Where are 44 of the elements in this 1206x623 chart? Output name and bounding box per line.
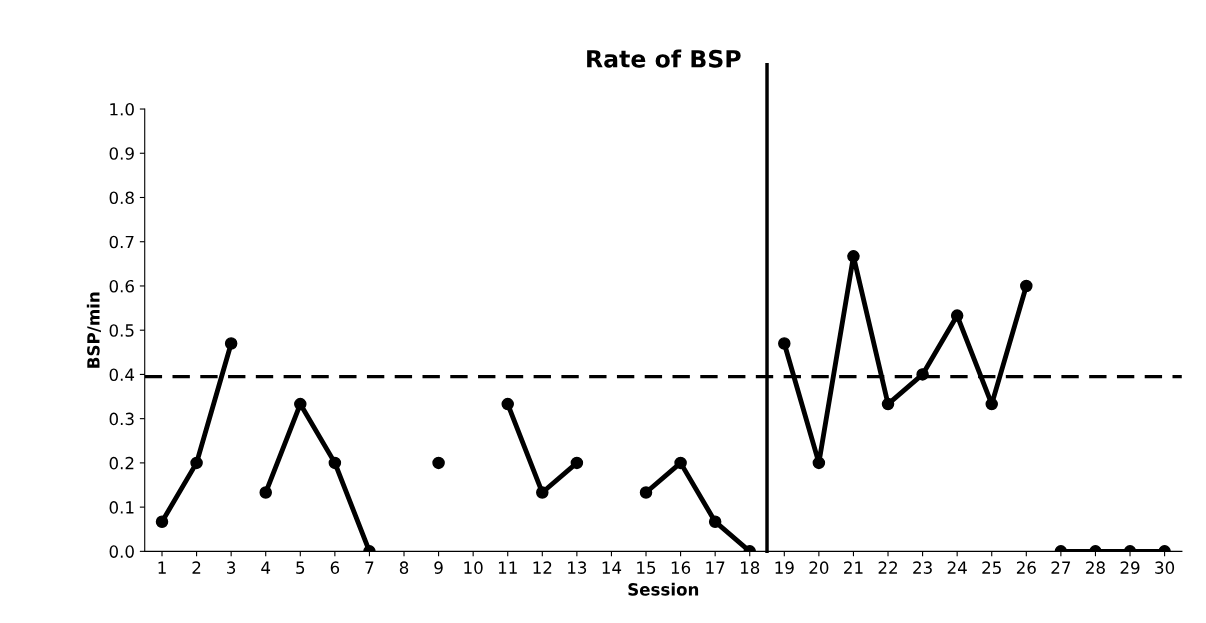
x-tick-label: 7 — [365, 561, 374, 574]
x-tick-label: 29 — [1120, 561, 1140, 574]
y-axis-title: BSP/min — [86, 292, 102, 368]
x-tick-label: 23 — [913, 561, 932, 574]
x-tick-label: 13 — [568, 561, 587, 574]
x-tick-label: 11 — [498, 561, 517, 574]
y-tick-label: 0.3 — [109, 412, 134, 426]
x-tick-label: 17 — [706, 561, 725, 574]
y-tick-label: 0.1 — [109, 501, 134, 514]
x-tick-label: 5 — [296, 561, 305, 574]
x-tick-label: 25 — [982, 561, 1001, 574]
x-tick-label: 10 — [464, 561, 483, 574]
y-tick-label: 0.6 — [109, 279, 134, 293]
x-tick-label: 28 — [1086, 561, 1105, 574]
y-tick-label: 0.0 — [109, 545, 134, 558]
x-tick-label: 24 — [947, 561, 967, 574]
y-tick-label: 0.4 — [109, 368, 135, 381]
y-tick-label: 0.5 — [109, 324, 134, 337]
chart-title: Rate of BSP — [587, 49, 741, 68]
y-tick-label: 0.9 — [109, 147, 134, 160]
x-tick-label: 14 — [602, 561, 622, 574]
x-tick-label: 8 — [399, 561, 409, 574]
x-tick-label: 20 — [809, 561, 829, 574]
y-tick-label: 0.7 — [109, 235, 134, 249]
x-axis-title: Session — [628, 582, 699, 596]
x-tick-label: 21 — [844, 561, 863, 574]
x-tick-label: 3 — [227, 561, 236, 574]
x-tick-label: 16 — [671, 561, 691, 574]
x-tick-label: 6 — [330, 561, 340, 574]
x-tick-label: 18 — [740, 561, 760, 574]
x-tick-label: 27 — [1051, 561, 1071, 574]
x-tick-label: 4 — [261, 561, 271, 574]
y-tick-label: 1.0 — [110, 102, 134, 116]
x-tick-label: 26 — [1016, 561, 1036, 574]
x-tick-label: 22 — [878, 561, 897, 574]
x-tick-label: 2 — [192, 561, 201, 574]
y-tick-label: 0.8 — [109, 191, 134, 205]
x-tick-label: 9 — [434, 561, 443, 574]
y-tick-label: 0.2 — [109, 456, 134, 470]
x-tick-label: 12 — [533, 561, 552, 574]
x-tick-label: 19 — [775, 561, 794, 574]
x-tick-label: 30 — [1155, 561, 1175, 574]
x-tick-label: 15 — [637, 561, 656, 574]
x-tick-label: 1 — [158, 561, 166, 574]
